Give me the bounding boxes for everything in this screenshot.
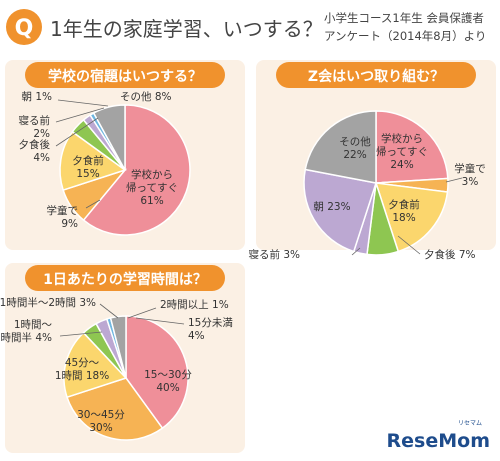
pie-0-pct-1: 9%: [61, 218, 78, 230]
pie-2-slice-0: [125, 315, 189, 430]
pie-1-label-4-line-0: 寝る前 3%: [249, 248, 301, 261]
pie-0-pct-3: 4%: [33, 152, 50, 164]
pie-0-leader-1: [85, 199, 101, 209]
resemom-logo: ReseMom リセマム: [387, 420, 490, 452]
pie-0-label-1-line-0: 学童で: [47, 204, 79, 217]
pie-1-label-2-line-0: 夕食前: [388, 198, 420, 211]
pie-2-label-3-line-0: 1時間～: [14, 319, 53, 331]
pie-1-slice-5: [303, 168, 377, 253]
pie-1-slice-2: [374, 182, 449, 253]
pie-0-pct-4: 2%: [33, 128, 50, 140]
panel-time-titlebar: [25, 265, 225, 291]
pie-1-label-0-line-0: 学校から: [381, 132, 423, 145]
pie-2-pct-6: 4%: [188, 330, 205, 342]
pie-0-pct-0: 61%: [140, 195, 163, 207]
panel-zkai-titlebar: [276, 62, 476, 88]
pie-2-leader-3: [59, 331, 103, 337]
pie-0-slice-0: [82, 104, 191, 236]
pie-1-label-1-line-0: 学童で: [454, 162, 486, 175]
pie-0-label-4-line-0: 寝る前: [19, 114, 51, 127]
pie-2-label-2-line-0: 45分～: [65, 357, 100, 369]
source-line-1: 小学生コース1年生 会員保護者: [324, 11, 484, 25]
panel-homework-titlebar: [25, 62, 225, 88]
panel-zkai-title: Z会はいつ取り組む？: [308, 68, 444, 85]
pie-2-label-3-line-1: 1時間半 4%: [0, 331, 52, 344]
pie-1-label-3-line-0: 夕食後 7%: [424, 248, 476, 261]
pie-2-label-5-line-0: 2時間以上 1%: [160, 299, 229, 311]
pie-2-slice-1: [66, 377, 164, 441]
pie-2-slice-2: [63, 331, 128, 399]
pie-0-pct-2: 15%: [76, 168, 99, 180]
pie-0-label-3-line-0: 夕食後: [19, 138, 51, 151]
q-letter: Q: [15, 16, 34, 41]
pie-0-label-5-line-0: 朝 1%: [22, 91, 53, 103]
panel-homework-title: 学校の宿題はいつする？: [48, 68, 202, 85]
pie-1-label-6-line-0: その他: [339, 135, 371, 148]
q-badge: [6, 9, 42, 45]
pie-2-slice-6: [109, 315, 127, 379]
pie-2-label-4-line-0: 1時間半～2時間 3%: [0, 296, 96, 309]
pie-0-leader-4: [55, 107, 105, 123]
source-line-2: アンケート（2014年8月）より: [324, 29, 486, 43]
pie-1-leader-1: [445, 177, 463, 183]
pie-0-label-0-line-1: 帰ってすぐ: [126, 181, 178, 194]
pie-2-pct-1: 30%: [89, 422, 112, 434]
pie-1-leader-4: [351, 247, 361, 256]
logo-small-text: リセマム: [458, 420, 482, 427]
pie-0-slice-6: [92, 104, 126, 171]
logo-text: ReseMom: [387, 430, 490, 452]
pie-2-leader-6: [135, 317, 185, 325]
pie-1-leader-3: [397, 235, 421, 255]
pie-1-pct-6: 22%: [343, 149, 366, 161]
pie-1-pct-1: 3%: [462, 176, 479, 188]
pie-2-label-1-line-0: 30～45分: [77, 409, 125, 421]
pie-2-leader-4: [99, 303, 119, 319]
panel-time-title: 1日あたりの学習時間は？: [43, 271, 207, 288]
pie-2-label-2-line-1: 1時間 18%: [55, 370, 109, 382]
pie-1-label-5-line-0: 朝 23%: [313, 201, 350, 213]
header: Q 1年生の家庭学習、いつする？ 小学生コース1年生 会員保護者 アンケート（2…: [6, 9, 486, 45]
pie-2-label-6-line-0: 15分未満: [188, 317, 233, 329]
pie-0-leader-5: [57, 99, 109, 107]
pie-0-label-6-line-0: その他 8%: [120, 90, 172, 103]
pie-0-leader-3: [55, 117, 99, 147]
pie-1-slice-6: [304, 110, 377, 184]
pie-1-label-0-line-1: 帰ってすぐ: [376, 145, 428, 158]
pie-2-leader-5: [127, 307, 157, 319]
pie-1-pct-2: 18%: [392, 212, 415, 224]
pie-0-label-0-line-0: 学校から: [131, 168, 173, 181]
pie-1-pct-0: 24%: [390, 159, 413, 171]
pie-2-label-0-line-0: 15～30分: [144, 369, 192, 381]
pie-0-slice-2: [59, 130, 127, 192]
question-title: 1年生の家庭学習、いつする？: [50, 17, 323, 41]
pie-0-label-2-line-0: 夕食前: [72, 154, 104, 167]
pie-2-pct-0: 40%: [156, 382, 179, 394]
pie-1-slice-0: [375, 110, 449, 184]
